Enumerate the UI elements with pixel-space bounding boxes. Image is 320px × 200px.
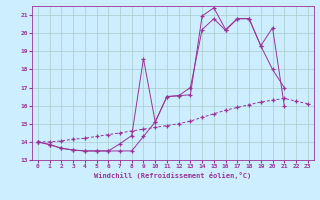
X-axis label: Windchill (Refroidissement éolien,°C): Windchill (Refroidissement éolien,°C)	[94, 172, 252, 179]
